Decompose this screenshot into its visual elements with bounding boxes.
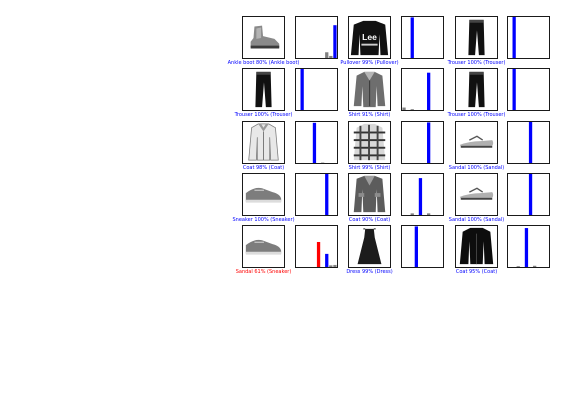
- image-panel-5: [348, 68, 391, 111]
- bar-coat: [313, 123, 316, 163]
- image-panel-2: Lee: [348, 16, 391, 59]
- prediction-caption: Trouser 100% (Trouser): [448, 60, 506, 66]
- bar-sandal: [529, 174, 532, 215]
- trouser-image: [456, 69, 497, 110]
- prediction-caption: Sandal 61% (Sneaker): [236, 269, 292, 275]
- bar-sandal: [317, 242, 320, 267]
- probability-chart-8: [401, 121, 444, 164]
- sneaker-image: [243, 226, 284, 267]
- probability-chart-14: [401, 225, 444, 268]
- bar-bag: [329, 56, 332, 58]
- probability-chart-12: [507, 173, 550, 216]
- trouser-image: [456, 17, 497, 58]
- coat-dark-image: [349, 174, 390, 215]
- prediction-caption: Shirt 91% (Shirt): [349, 112, 391, 118]
- dress-image: [349, 226, 390, 267]
- bar-bag: [329, 265, 332, 267]
- shirt-image: [349, 69, 390, 110]
- bar-pullover: [517, 266, 520, 267]
- prediction-caption: Coat 95% (Coat): [456, 269, 497, 275]
- prediction-caption: Trouser 100% (Trouser): [448, 112, 506, 118]
- bar-ankle-boot: [333, 265, 336, 267]
- prediction-caption: Pullover 99% (Pullover): [340, 60, 398, 66]
- image-panel-7: [242, 121, 285, 164]
- bar-ankle-boot: [333, 25, 336, 58]
- image-panel-3: [455, 16, 498, 59]
- prediction-caption: Coat 90% (Coat): [349, 217, 390, 223]
- prediction-caption: Coat 98% (Coat): [243, 165, 284, 171]
- prediction-caption: Shirt 99% (Shirt): [349, 165, 391, 171]
- bar-sneaker: [325, 174, 328, 215]
- probability-chart-13: [295, 225, 338, 268]
- bar-shirt: [533, 266, 536, 267]
- pullover-image: Lee: [349, 17, 390, 58]
- sneaker-image: [243, 174, 284, 215]
- bar-pullover: [411, 17, 414, 58]
- probability-chart-5: [401, 68, 444, 111]
- bar-shirt: [427, 73, 430, 110]
- trouser-image: [243, 69, 284, 110]
- probability-chart-7: [295, 121, 338, 164]
- sandal-image: [456, 174, 497, 215]
- image-panel-6: [455, 68, 498, 111]
- probability-chart-6: [507, 68, 550, 111]
- probability-chart-2: [401, 16, 444, 59]
- prediction-caption: Ankle boot 80% (Ankle boot): [228, 60, 300, 66]
- probability-chart-10: [295, 173, 338, 216]
- ankle-boot-image: [243, 17, 284, 58]
- bar-trouser: [513, 69, 516, 110]
- sandal-image: [456, 122, 497, 163]
- bar-trouser: [301, 69, 304, 110]
- bar-sneaker: [325, 52, 328, 58]
- bar-pullover: [411, 109, 414, 110]
- coat-black-image: [456, 226, 497, 267]
- bar-dress: [415, 226, 418, 267]
- prediction-caption: Sandal 100% (Sandal): [449, 217, 504, 223]
- image-panel-15: [455, 225, 498, 268]
- bar-coat: [419, 178, 422, 215]
- coat-image: [243, 122, 284, 163]
- image-panel-10: [242, 173, 285, 216]
- probability-chart-1: [295, 16, 338, 59]
- image-panel-14: [348, 225, 391, 268]
- prediction-caption: Dress 99% (Dress): [346, 269, 392, 275]
- image-panel-9: [455, 121, 498, 164]
- bar-shirt: [427, 213, 430, 215]
- image-panel-4: [242, 68, 285, 111]
- plaid-shirt-image: [349, 122, 390, 163]
- svg-text:Lee: Lee: [362, 32, 377, 42]
- probability-chart-15: [507, 225, 550, 268]
- prediction-caption: Sneaker 100% (Sneaker): [232, 217, 294, 223]
- image-panel-8: [348, 121, 391, 164]
- image-panel-11: [348, 173, 391, 216]
- bar-sandal: [529, 122, 532, 163]
- bar-trouser: [513, 17, 516, 58]
- bar-t-shirt-top: [402, 108, 405, 110]
- probability-chart-9: [507, 121, 550, 164]
- image-panel-13: [242, 225, 285, 268]
- image-panel-1: [242, 16, 285, 59]
- bar-sneaker: [325, 254, 328, 267]
- bar-coat: [525, 228, 528, 267]
- bar-pullover: [411, 213, 414, 215]
- bar-shirt: [427, 122, 430, 163]
- prediction-caption: Sandal 100% (Sandal): [449, 165, 504, 171]
- prediction-caption: Trouser 100% (Trouser): [235, 112, 293, 118]
- probability-chart-11: [401, 173, 444, 216]
- probability-chart-3: [507, 16, 550, 59]
- image-panel-12: [455, 173, 498, 216]
- probability-chart-4: [295, 68, 338, 111]
